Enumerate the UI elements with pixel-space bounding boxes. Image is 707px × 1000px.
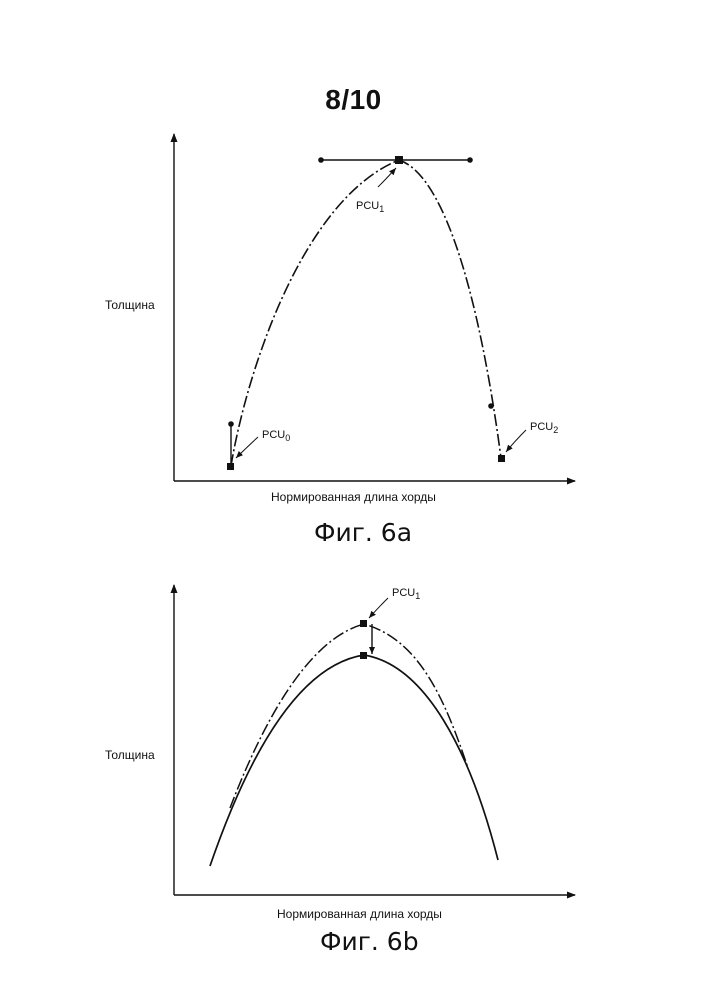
fig6a-pcu1-label: PCU1 <box>356 200 384 214</box>
fig6a-pcu0-leader <box>236 437 258 458</box>
fig6a-pcu0-point <box>227 463 234 470</box>
fig6b-modified-curve <box>210 655 498 866</box>
fig6a-pcu0-label: PCU0 <box>262 429 290 443</box>
fig6b-pcu1-original-point <box>360 620 367 627</box>
fig6a-pcu2-label: PCU2 <box>530 421 558 435</box>
fig6b-x-axis-label: Нормированная длина хорды <box>277 907 442 921</box>
fig6a-pcu2-handle <box>488 403 494 409</box>
fig6a-y-axis-label: Толщина <box>105 298 155 312</box>
fig6b-y-axis-label: Толщина <box>105 748 155 762</box>
fig6a-pcu2-point <box>498 455 505 462</box>
figure-6b-caption: Фиг. 6b <box>320 927 419 956</box>
fig6a-x-axis-label: Нормированная длина хорды <box>271 490 436 504</box>
fig6b-pcu1-leader <box>369 598 388 618</box>
figure-6a-caption: Фиг. 6а <box>314 518 412 547</box>
fig6a-pcu1-leader <box>378 168 396 187</box>
figure-6a: PCU0 PCU1 PCU2 Толщина Нормированная дли… <box>105 134 575 504</box>
fig6a-pcu0-handle <box>228 421 234 427</box>
fig6a-pcu2-leader <box>506 430 526 452</box>
fig6b-pcu1-modified-point <box>360 652 367 659</box>
fig6a-tangent-right-handle <box>467 157 473 163</box>
fig6a-pcu1-point <box>395 156 403 164</box>
fig6a-tangent-left-handle <box>318 157 324 163</box>
fig6b-original-curve <box>230 624 468 808</box>
fig6b-pcu1-label: PCU1 <box>392 587 420 601</box>
figure-6b: PCU1 Толщина Нормированная длина хорды <box>105 585 575 921</box>
